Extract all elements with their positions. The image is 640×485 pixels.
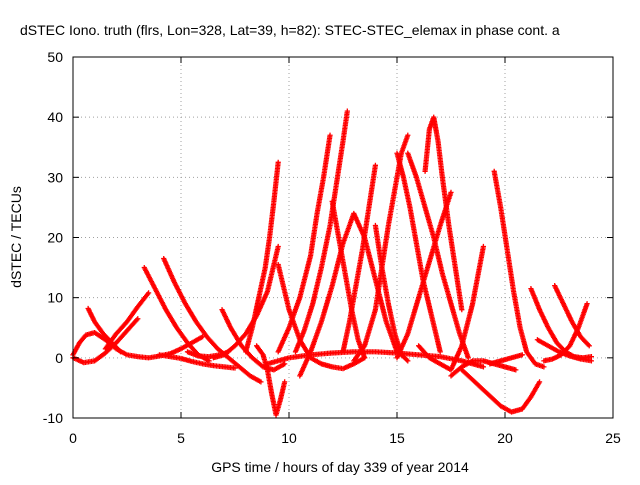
y-tick-label: 10	[47, 290, 63, 306]
data-point	[135, 316, 141, 322]
data-point	[541, 364, 547, 370]
data-point	[282, 361, 288, 367]
y-tick-label: 0	[55, 350, 63, 366]
series-arc	[405, 150, 471, 361]
series-arc	[534, 337, 594, 364]
data-point	[405, 132, 411, 138]
data-point	[459, 307, 465, 313]
data-point	[372, 162, 378, 168]
series-arc	[161, 255, 264, 385]
series-arc	[275, 132, 333, 355]
data-point	[513, 367, 519, 373]
data-point	[258, 379, 264, 385]
data-point	[327, 132, 333, 138]
x-tick-label: 0	[69, 430, 77, 446]
axis-ticks: 0 5 10 15 20 25 -10 0 10 20 30 40 50	[43, 49, 621, 446]
data-point	[282, 379, 288, 385]
data-points	[70, 108, 594, 418]
data-point	[437, 349, 443, 355]
data-point	[536, 379, 543, 385]
data-point	[465, 355, 471, 361]
data-point	[405, 358, 411, 364]
series-arc	[156, 352, 238, 371]
y-tick-label: -10	[43, 410, 63, 426]
x-tick-label: 10	[281, 430, 297, 446]
data-point	[404, 357, 410, 363]
series-arc	[394, 189, 454, 361]
x-axis-label: GPS time / hours of day 339 of year 2014	[211, 459, 469, 475]
series-arc	[297, 210, 400, 379]
data-point	[275, 159, 281, 165]
series-arc	[487, 352, 525, 367]
data-point	[146, 290, 152, 296]
series-arc	[292, 108, 350, 355]
data-point	[344, 108, 350, 114]
x-tick-label: 5	[177, 430, 185, 446]
series-arc	[329, 198, 368, 361]
series-arc	[340, 162, 378, 355]
x-tick-label: 25	[605, 430, 621, 446]
data-point	[480, 243, 486, 250]
data-point	[275, 243, 281, 250]
data-point	[448, 189, 454, 195]
y-tick-label: 30	[47, 169, 63, 185]
data-point	[519, 352, 525, 358]
series-arc	[459, 367, 543, 415]
series-arc	[552, 283, 592, 349]
data-point	[362, 355, 368, 361]
series-arc	[422, 114, 465, 313]
chart-title: dSTEC Iono. truth (flrs, Lon=328, Lat=39…	[20, 22, 560, 38]
data-point	[480, 364, 486, 370]
y-tick-label: 20	[47, 230, 63, 246]
series-arc	[141, 264, 212, 364]
series-arc	[264, 349, 486, 370]
y-tick-label: 50	[47, 49, 63, 65]
data-point	[586, 343, 592, 349]
y-axis-label: dSTEC / TECUs	[8, 186, 24, 288]
data-point	[232, 365, 238, 371]
x-tick-label: 20	[497, 430, 513, 446]
series-arc	[102, 290, 152, 352]
series-arc	[541, 301, 590, 364]
data-point	[588, 358, 594, 364]
series-arc	[243, 159, 281, 355]
series-arc	[254, 343, 288, 418]
data-point	[584, 301, 590, 307]
series-arc	[491, 168, 547, 370]
y-tick-label: 40	[47, 109, 63, 125]
x-tick-label: 15	[389, 430, 405, 446]
series-arc	[416, 243, 486, 373]
